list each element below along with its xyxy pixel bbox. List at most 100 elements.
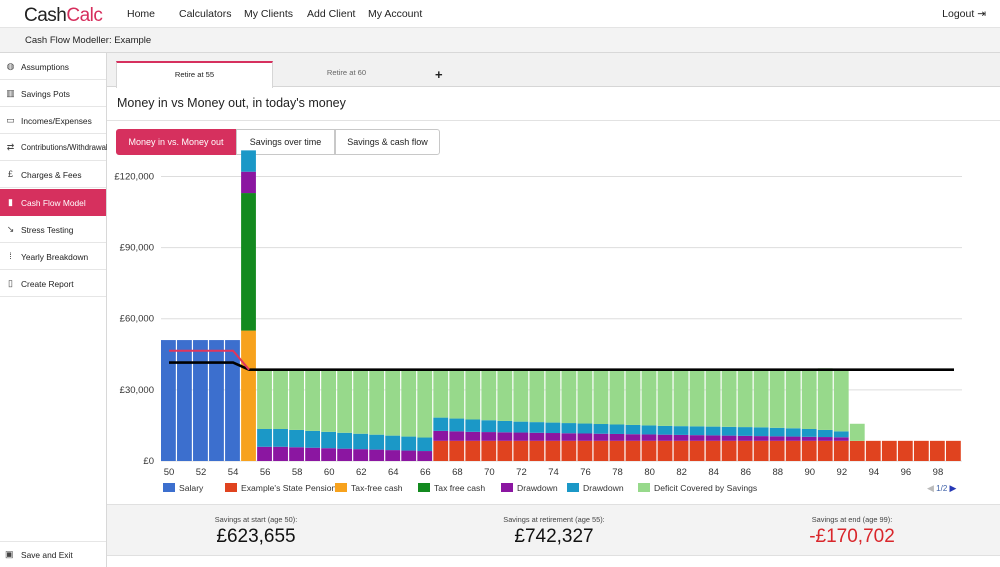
bar-segment bbox=[657, 368, 673, 426]
x-tick-label: 86 bbox=[740, 467, 751, 478]
legend-label: Tax free cash bbox=[434, 483, 485, 493]
pager-next-icon[interactable]: ▶ bbox=[949, 483, 957, 493]
sidebar-item-savings-pots[interactable]: ▥ Savings Pots bbox=[0, 80, 106, 107]
tab-retire-at-60[interactable]: Retire at 60 bbox=[326, 68, 367, 77]
sidebar-item-charges-fees[interactable]: £ Charges & Fees bbox=[0, 161, 106, 188]
x-tick-label: 70 bbox=[484, 467, 495, 478]
bar-segment bbox=[401, 368, 417, 437]
legend-swatch bbox=[638, 483, 650, 492]
bar-segment bbox=[929, 440, 945, 461]
bar-segment bbox=[305, 368, 320, 431]
bar-segment bbox=[513, 432, 529, 441]
nav-add-client[interactable]: Add Client bbox=[307, 8, 356, 20]
sidebar-item-stress-testing[interactable]: ↘ Stress Testing bbox=[0, 216, 106, 243]
bar-segment bbox=[801, 440, 817, 461]
pager-prev-icon[interactable]: ◀ bbox=[927, 483, 934, 493]
legend-label: Example's State Pension bbox=[241, 483, 336, 493]
bar-segment bbox=[705, 435, 721, 441]
bar-segment bbox=[609, 424, 625, 434]
bar-segment bbox=[833, 431, 849, 438]
bar-segment bbox=[593, 440, 609, 461]
bar-segment bbox=[193, 340, 208, 461]
bar-segment bbox=[801, 436, 817, 441]
bar-segment bbox=[641, 368, 657, 426]
summary-retirement-value: £742,327 bbox=[514, 526, 594, 547]
x-tick-label: 90 bbox=[805, 467, 816, 478]
bar-segment bbox=[769, 368, 785, 428]
summary-panel: Savings at start (age 50): £623,655 Savi… bbox=[107, 504, 1000, 556]
summary-end-label: Savings at end (age 99): bbox=[811, 515, 893, 524]
save-and-exit-button[interactable]: ▣ Save and Exit bbox=[0, 541, 106, 566]
bar-segment bbox=[449, 418, 465, 432]
bar-segment bbox=[433, 440, 449, 461]
bar-segment bbox=[545, 368, 561, 423]
bar-segment bbox=[257, 428, 272, 447]
x-tick-label: 66 bbox=[420, 467, 431, 478]
bar-segment bbox=[689, 440, 705, 461]
legend-label: Drawdown bbox=[517, 483, 558, 493]
legend-swatch bbox=[567, 483, 579, 492]
bar-segment bbox=[481, 420, 497, 433]
x-tick-label: 56 bbox=[260, 467, 271, 478]
legend-label: Salary bbox=[179, 483, 204, 493]
bar-segment bbox=[449, 440, 465, 461]
bar-segment bbox=[337, 448, 353, 461]
y-tick-label: £30,000 bbox=[120, 385, 154, 396]
bar-segment bbox=[721, 426, 737, 436]
nav-my-account[interactable]: My Account bbox=[368, 8, 423, 20]
bar-segment bbox=[785, 428, 801, 437]
nav-my-clients[interactable]: My Clients bbox=[244, 8, 294, 20]
bar-segment bbox=[737, 440, 753, 461]
bar-segment bbox=[401, 436, 417, 451]
nav-calculators[interactable]: Calculators bbox=[179, 8, 232, 20]
bar-segment bbox=[305, 447, 320, 461]
bar-segment bbox=[753, 368, 769, 428]
logo[interactable]: CashCalc bbox=[24, 5, 103, 27]
bar-segment bbox=[641, 434, 657, 441]
bar-segment bbox=[801, 428, 817, 437]
summary-start-value: £623,655 bbox=[216, 526, 296, 547]
x-tick-label: 62 bbox=[356, 467, 367, 478]
legend-pager: ◀ 1/2 ▶ bbox=[927, 483, 956, 494]
logo-text-cash: Cash bbox=[24, 5, 67, 26]
bar-segment bbox=[465, 431, 481, 441]
bar-segment bbox=[545, 422, 561, 434]
bar-segment bbox=[817, 440, 833, 461]
bar-segment bbox=[273, 368, 288, 429]
y-tick-label: £90,000 bbox=[120, 243, 154, 254]
savings-cash-flow-button[interactable]: Savings & cash flow bbox=[335, 129, 440, 155]
bar-segment bbox=[897, 440, 913, 461]
bar-segment bbox=[353, 368, 369, 434]
bar-segment bbox=[673, 426, 689, 435]
top-navbar: CashCalc Home Calculators My Clients Add… bbox=[0, 0, 1000, 28]
bar-segment bbox=[561, 423, 577, 434]
bar-segment bbox=[481, 368, 497, 421]
sidebar-item-contributions-withdrawals[interactable]: ⇄ Contributions/Withdrawals bbox=[0, 134, 112, 161]
sidebar-item-incomes-expenses[interactable]: ▭ Incomes/Expenses bbox=[0, 107, 106, 134]
bar-segment bbox=[849, 423, 865, 441]
money-in-vs-out-button[interactable]: Money in vs. Money out bbox=[116, 129, 236, 155]
legend-label: Deficit Covered by Savings bbox=[654, 483, 757, 493]
bar-segment bbox=[673, 434, 689, 441]
bar-segment bbox=[625, 424, 641, 435]
bar-segment bbox=[385, 450, 401, 461]
page-title: Cash Flow Modeller: Example bbox=[25, 35, 152, 46]
bar-segment bbox=[257, 368, 272, 429]
y-tick-label: £0 bbox=[143, 456, 154, 467]
tab-retire-at-55[interactable]: Retire at 55 bbox=[116, 61, 273, 88]
logout-link[interactable]: Logout ⇥ bbox=[942, 8, 986, 20]
sidebar-item-yearly-breakdown[interactable]: ⁞ Yearly Breakdown bbox=[0, 243, 106, 270]
bar-segment bbox=[769, 436, 785, 441]
sidebar-item-assumptions[interactable]: ◍ Assumptions bbox=[0, 53, 106, 80]
bar-segment bbox=[657, 440, 673, 461]
sidebar-item-label: Assumptions bbox=[21, 62, 69, 72]
globe-icon: ◍ bbox=[6, 61, 15, 71]
grid-icon: ⁞ bbox=[9, 251, 12, 261]
add-tab-button[interactable]: + bbox=[435, 67, 443, 82]
sidebar-item-label: Yearly Breakdown bbox=[21, 252, 89, 262]
sidebar-item-create-report[interactable]: ▯ Create Report bbox=[0, 270, 106, 297]
x-tick-label: 78 bbox=[612, 467, 623, 478]
nav-home[interactable]: Home bbox=[127, 8, 156, 20]
sidebar-item-cash-flow-model[interactable]: ▮ Cash Flow Model bbox=[0, 189, 106, 216]
sidebar-item-label: Incomes/Expenses bbox=[21, 116, 92, 126]
